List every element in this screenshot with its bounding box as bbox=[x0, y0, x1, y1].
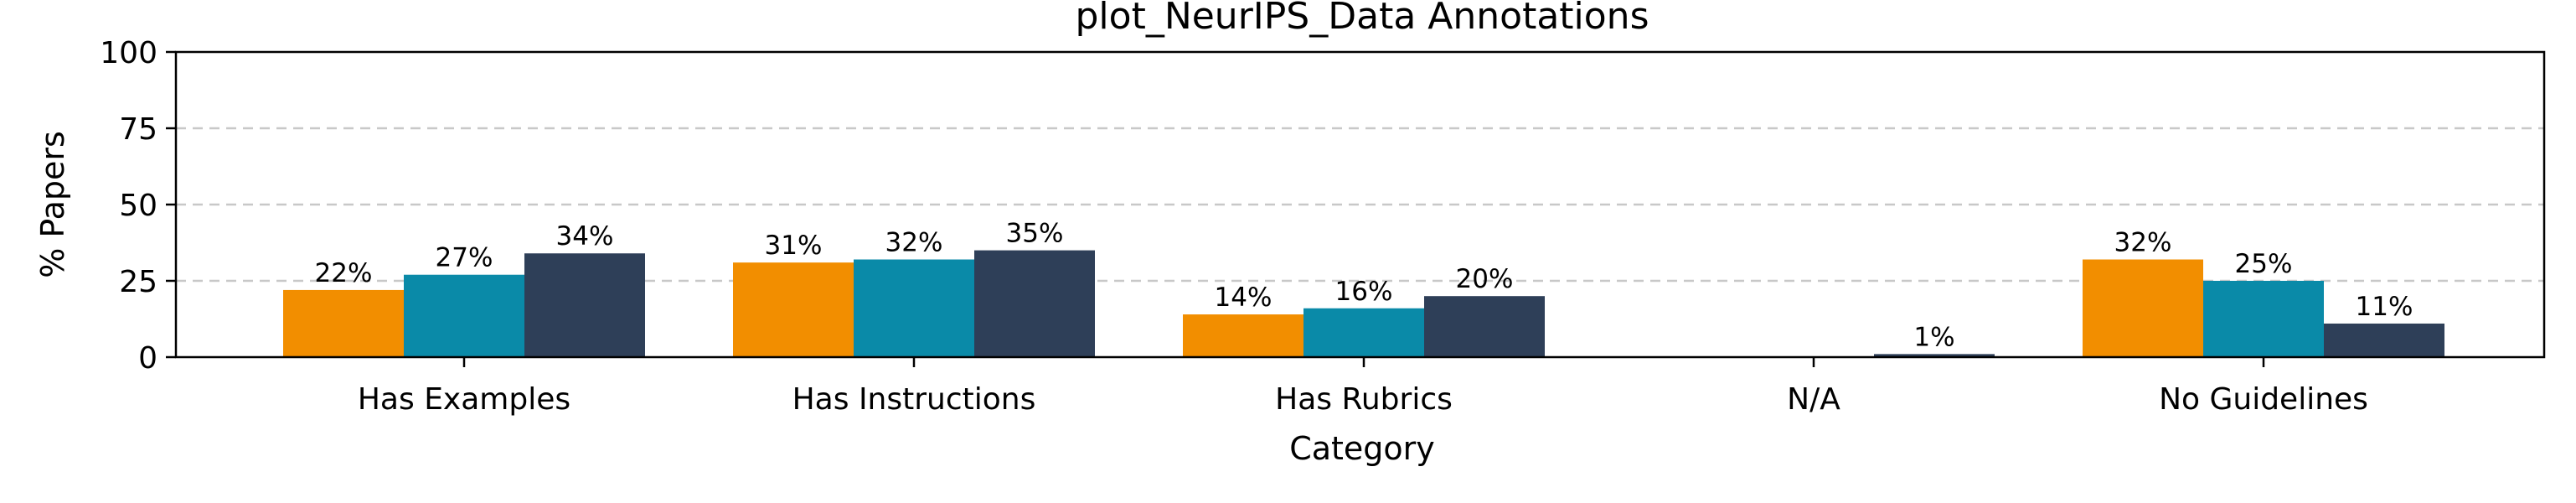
bar-value-label: 31% bbox=[765, 231, 823, 261]
y-axis: 0 25 50 75 100 bbox=[100, 36, 176, 376]
bar bbox=[524, 253, 645, 357]
y-tick-label: 50 bbox=[119, 189, 157, 223]
bar-value-label: 11% bbox=[2356, 292, 2413, 322]
bar-value-label: 35% bbox=[1006, 219, 1064, 249]
bar bbox=[404, 274, 524, 357]
x-tick-label: Has Rubrics bbox=[1275, 382, 1453, 417]
bar bbox=[1303, 308, 1424, 357]
bar-value-label: 32% bbox=[885, 228, 943, 258]
data-labels: 22% 31% 14% 32% 27% 32% 16% 25% 34% 35% 20% 1% 11% bbox=[315, 219, 2413, 353]
bar-value-label: 34% bbox=[556, 221, 614, 252]
bar-value-label: 22% bbox=[315, 258, 373, 288]
bar bbox=[854, 259, 974, 357]
x-tick-label: No Guidelines bbox=[2159, 382, 2368, 417]
x-tick-label: N/A bbox=[1787, 382, 1840, 417]
bar bbox=[1424, 296, 1545, 357]
y-tick-label: 100 bbox=[100, 36, 157, 70]
x-axis: Has Examples Has Instructions Has Rubrics N… bbox=[358, 357, 2368, 417]
bar bbox=[974, 250, 1095, 357]
bar bbox=[2324, 323, 2444, 357]
bar-value-label: 20% bbox=[1456, 264, 1514, 294]
bar bbox=[283, 289, 404, 357]
y-tick-label: 0 bbox=[138, 341, 157, 376]
bar-value-label: 16% bbox=[1335, 277, 1393, 307]
bar bbox=[2083, 259, 2203, 357]
y-tick-label: 75 bbox=[119, 112, 157, 147]
x-tick-label: Has Examples bbox=[358, 382, 570, 417]
bar bbox=[1874, 354, 1995, 357]
chart-title: plot_NeurIPS_Data Annotations bbox=[1076, 0, 1649, 38]
bars bbox=[283, 250, 2444, 357]
bar-value-label: 25% bbox=[2235, 249, 2293, 279]
bar bbox=[2203, 281, 2324, 357]
y-axis-label: % Papers bbox=[34, 131, 71, 278]
x-tick-label: Has Instructions bbox=[792, 382, 1036, 417]
bar-value-label: 1% bbox=[1913, 322, 1954, 352]
y-tick-label: 25 bbox=[119, 265, 157, 299]
bar bbox=[1183, 314, 1303, 357]
bar-value-label: 32% bbox=[2114, 228, 2172, 258]
bar bbox=[733, 262, 854, 357]
x-axis-label: Category bbox=[1289, 430, 1435, 467]
bar-value-label: 27% bbox=[436, 243, 493, 273]
bar-value-label: 14% bbox=[1215, 283, 1273, 313]
